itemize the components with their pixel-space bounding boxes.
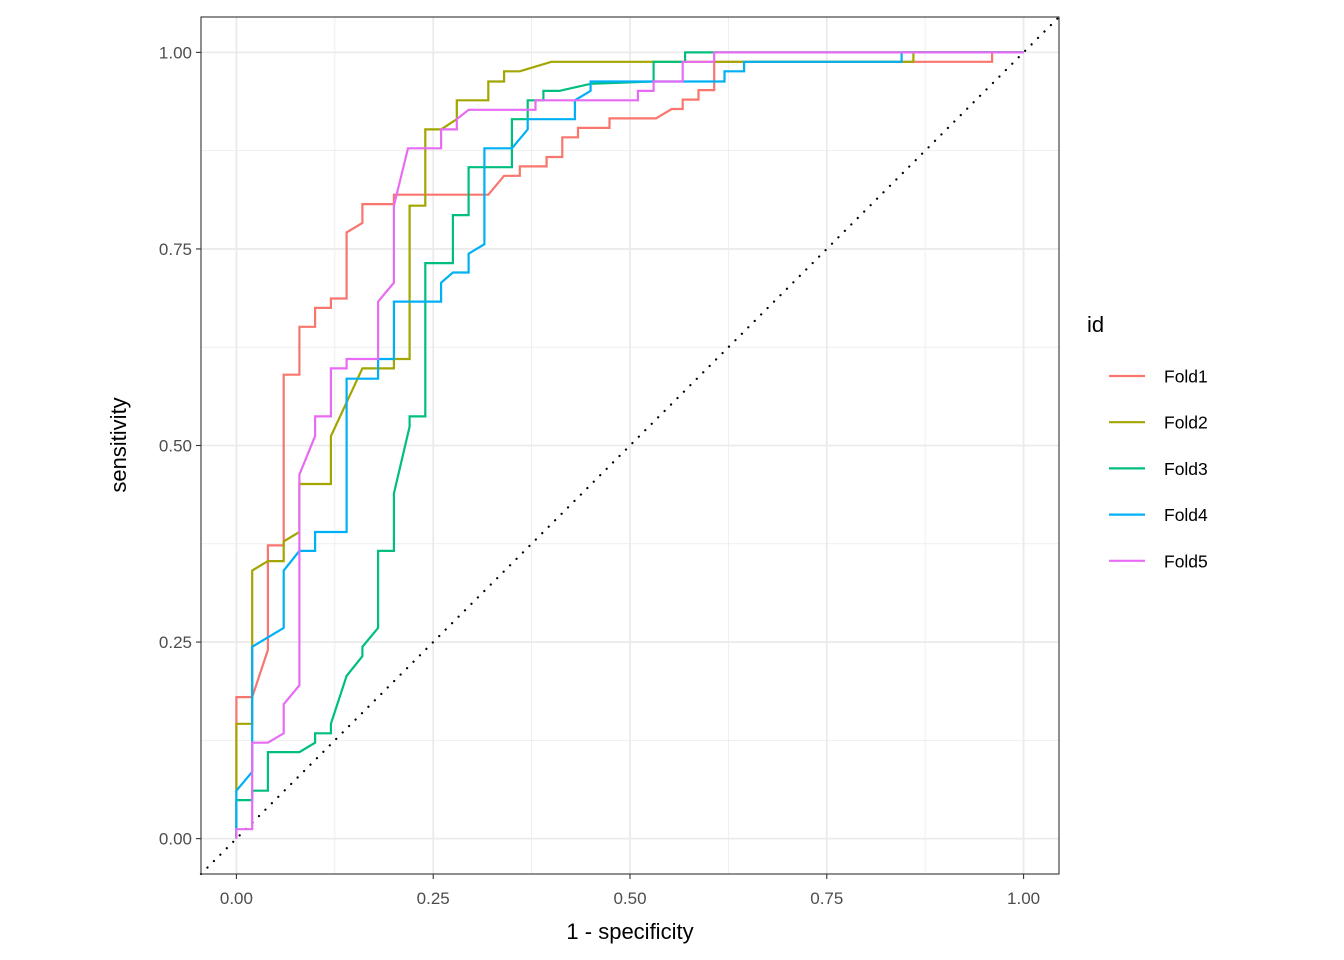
x-axis-title: 1 - specificity [566, 919, 693, 944]
roc-curve-fold5 [235, 51, 1024, 839]
roc-curves [235, 51, 1024, 839]
legend-item-fold4: Fold4 [1109, 505, 1208, 525]
legend-label: Fold1 [1164, 367, 1208, 387]
legend-label: Fold2 [1164, 413, 1208, 433]
x-tick-label: 0.75 [810, 889, 843, 908]
reference-diagonal-line [199, 15, 1061, 876]
y-axis-title: sensitivity [106, 397, 131, 492]
x-tick-label: 1.00 [1007, 889, 1040, 908]
roc-curve-fold3 [235, 51, 1024, 839]
legend-label: Fold4 [1164, 505, 1208, 525]
roc-curve-fold2 [235, 51, 1024, 792]
legend: id Fold1 Fold2 Fold3 Fold4 Fold5 [1087, 312, 1208, 571]
x-tick-label: 0.25 [417, 889, 450, 908]
y-tick-label: 0.50 [159, 437, 192, 456]
legend-label: Fold3 [1164, 459, 1208, 479]
y-tick-label: 0.25 [159, 633, 192, 652]
legend-item-fold1: Fold1 [1109, 367, 1208, 387]
reference-diagonal [199, 15, 1061, 876]
roc-curve-fold1 [235, 51, 1024, 839]
legend-item-fold3: Fold3 [1109, 459, 1208, 479]
legend-item-fold5: Fold5 [1109, 551, 1208, 571]
roc-curve-fold4 [235, 51, 1024, 839]
legend-title: id [1087, 312, 1104, 337]
major-gridlines [201, 17, 1059, 874]
legend-item-fold2: Fold2 [1109, 413, 1208, 433]
x-tick-label: 0.50 [613, 889, 646, 908]
x-axis-ticks: 0.00 0.25 0.50 0.75 1.00 [220, 874, 1040, 908]
y-tick-label: 1.00 [159, 43, 192, 62]
legend-label: Fold5 [1164, 551, 1208, 571]
y-tick-label: 0.75 [159, 240, 192, 259]
x-tick-label: 0.00 [220, 889, 253, 908]
y-axis-ticks: 0.00 0.25 0.50 0.75 1.00 [159, 43, 201, 849]
y-tick-label: 0.00 [159, 830, 192, 849]
